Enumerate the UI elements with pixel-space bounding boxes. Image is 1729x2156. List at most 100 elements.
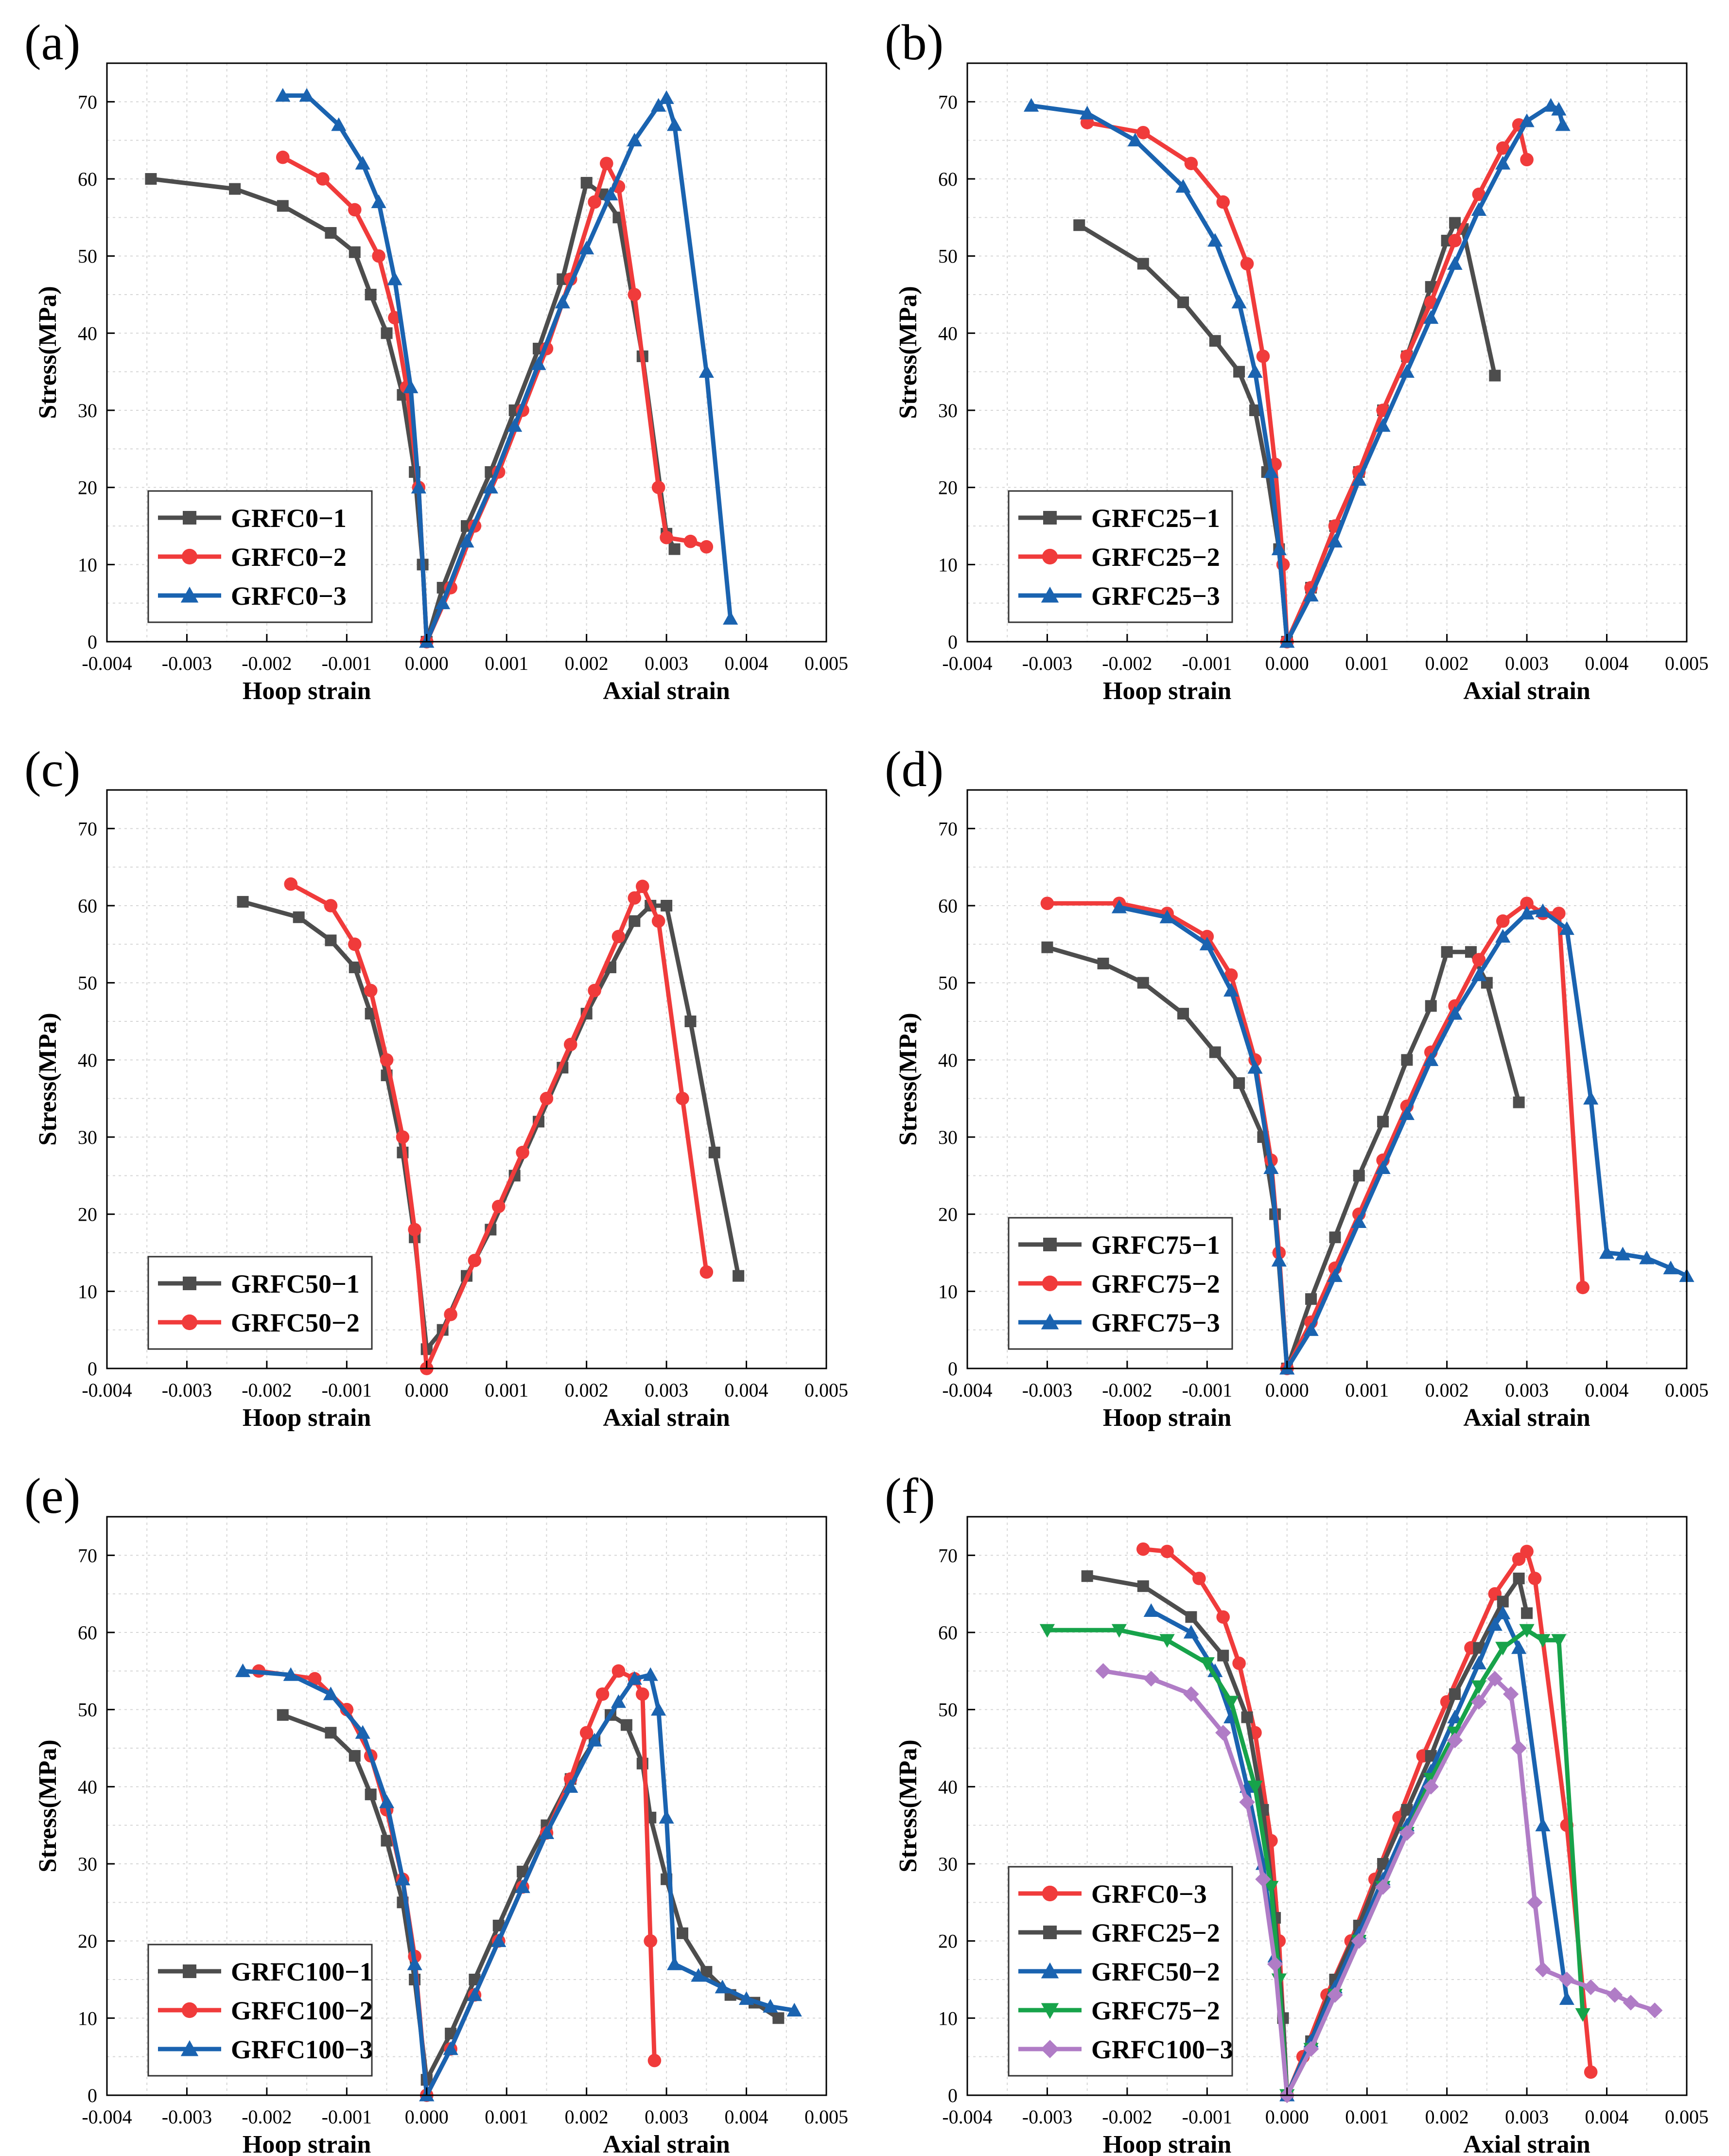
data-point xyxy=(1521,1607,1533,1619)
data-point xyxy=(407,1956,422,1970)
data-point xyxy=(629,915,641,927)
x-tick-label: 0.000 xyxy=(405,2106,449,2128)
legend-label: GRFC0−3 xyxy=(231,581,347,611)
x-axis-title-hoop: Hoop strain xyxy=(243,2131,371,2156)
x-tick-label: 0.002 xyxy=(1425,2106,1469,2128)
data-point xyxy=(1375,418,1391,432)
data-point xyxy=(145,173,157,185)
data-point xyxy=(1136,1542,1150,1556)
y-tick-label: 40 xyxy=(938,322,958,344)
data-point xyxy=(1185,1611,1197,1623)
data-point xyxy=(1271,542,1287,556)
data-point xyxy=(1159,1634,1175,1648)
legend-swatch-marker xyxy=(1041,1313,1059,1330)
x-tick-label: 0.002 xyxy=(565,652,609,674)
series-GRFC100−3 xyxy=(1095,1663,1663,2103)
data-point xyxy=(1551,1634,1567,1648)
panel-label: (c) xyxy=(24,741,80,797)
panel-label: (f) xyxy=(885,1468,935,1524)
data-point xyxy=(1351,472,1367,486)
data-point xyxy=(325,1727,337,1739)
data-point xyxy=(643,1667,658,1681)
data-point xyxy=(1247,1060,1263,1074)
y-tick-label: 30 xyxy=(938,1853,958,1875)
x-tick-label: -0.004 xyxy=(942,652,992,674)
panel-label: (e) xyxy=(24,1468,80,1524)
data-point xyxy=(539,1825,555,1840)
x-tick-label: 0.002 xyxy=(565,2106,609,2128)
data-point xyxy=(1495,1642,1511,1656)
data-point xyxy=(1559,1971,1575,1988)
x-tick-label: 0.002 xyxy=(1425,652,1469,674)
series-line-axial xyxy=(1285,1611,1569,2098)
x-axis-title-axial: Axial strain xyxy=(603,1404,730,1432)
data-point xyxy=(1224,968,1238,982)
data-point xyxy=(355,156,370,170)
y-tick-label: 10 xyxy=(78,1280,97,1302)
data-point xyxy=(1375,1160,1391,1174)
data-point xyxy=(1535,1818,1551,1832)
data-point xyxy=(677,1927,688,1939)
data-point xyxy=(443,2041,458,2055)
data-point xyxy=(1448,234,1462,247)
x-tick-label: -0.002 xyxy=(1102,652,1152,674)
y-tick-label: 20 xyxy=(938,1204,958,1226)
legend: GRFC0−3 GRFC25−2 GRFC50−2 GRFC75−2 GRFC100−3 xyxy=(1008,1866,1233,2077)
data-point xyxy=(1351,1933,1367,1949)
data-point xyxy=(1447,1709,1463,1724)
x-tick-label: 0.001 xyxy=(485,1379,528,1401)
y-tick-label: 30 xyxy=(78,1853,97,1875)
data-point xyxy=(1136,126,1150,140)
data-point xyxy=(1495,156,1511,170)
data-point xyxy=(651,914,665,928)
data-point xyxy=(1471,1680,1487,1694)
data-point xyxy=(459,534,474,548)
data-point xyxy=(1551,102,1567,116)
y-tick-label: 10 xyxy=(78,2007,97,2029)
data-point xyxy=(1496,141,1510,155)
y-tick-label: 30 xyxy=(78,1126,97,1148)
data-point xyxy=(380,1053,394,1067)
legend-box xyxy=(147,1256,373,1350)
data-point xyxy=(588,195,601,209)
data-point xyxy=(1263,464,1279,478)
legend: GRFC100−1 GRFC100−2 GRFC100−3 xyxy=(147,1944,373,2077)
legend-swatch-marker xyxy=(1041,2040,1059,2058)
data-point xyxy=(1327,1268,1343,1282)
data-point xyxy=(1471,967,1487,982)
data-point xyxy=(1615,1246,1631,1261)
data-point xyxy=(1159,910,1175,924)
data-point xyxy=(365,289,377,300)
data-point xyxy=(644,1934,658,1948)
x-tick-label: 0.002 xyxy=(565,1379,609,1401)
legend-label: GRFC0−3 xyxy=(1091,1879,1207,1909)
data-point xyxy=(1080,105,1095,120)
data-point xyxy=(277,200,289,212)
data-point xyxy=(531,356,546,370)
data-point xyxy=(733,1270,745,1282)
data-point xyxy=(699,540,714,554)
x-tick-label: -0.004 xyxy=(942,1379,992,1401)
data-point xyxy=(666,1956,682,1970)
data-point xyxy=(1447,1006,1463,1020)
data-point xyxy=(1399,364,1415,378)
data-point xyxy=(1233,1077,1245,1089)
y-tick-label: 40 xyxy=(938,1776,958,1798)
legend-label: GRFC75−2 xyxy=(1091,1996,1220,2025)
data-point xyxy=(1073,219,1085,231)
panel-label: (b) xyxy=(885,15,943,70)
y-tick-label: 20 xyxy=(78,1204,97,1226)
data-point xyxy=(1559,921,1574,935)
data-point xyxy=(763,1998,778,2013)
x-axis-title-hoop: Hoop strain xyxy=(1103,1404,1231,1432)
data-point xyxy=(491,1200,506,1213)
data-point xyxy=(1487,1617,1502,1631)
data-point xyxy=(293,911,305,923)
x-tick-label: 0.004 xyxy=(725,2106,768,2128)
data-point xyxy=(1519,906,1535,920)
data-point xyxy=(1377,1116,1389,1128)
y-tick-label: 20 xyxy=(78,477,97,499)
data-point xyxy=(1487,1671,1503,1687)
data-point xyxy=(1449,1688,1461,1700)
